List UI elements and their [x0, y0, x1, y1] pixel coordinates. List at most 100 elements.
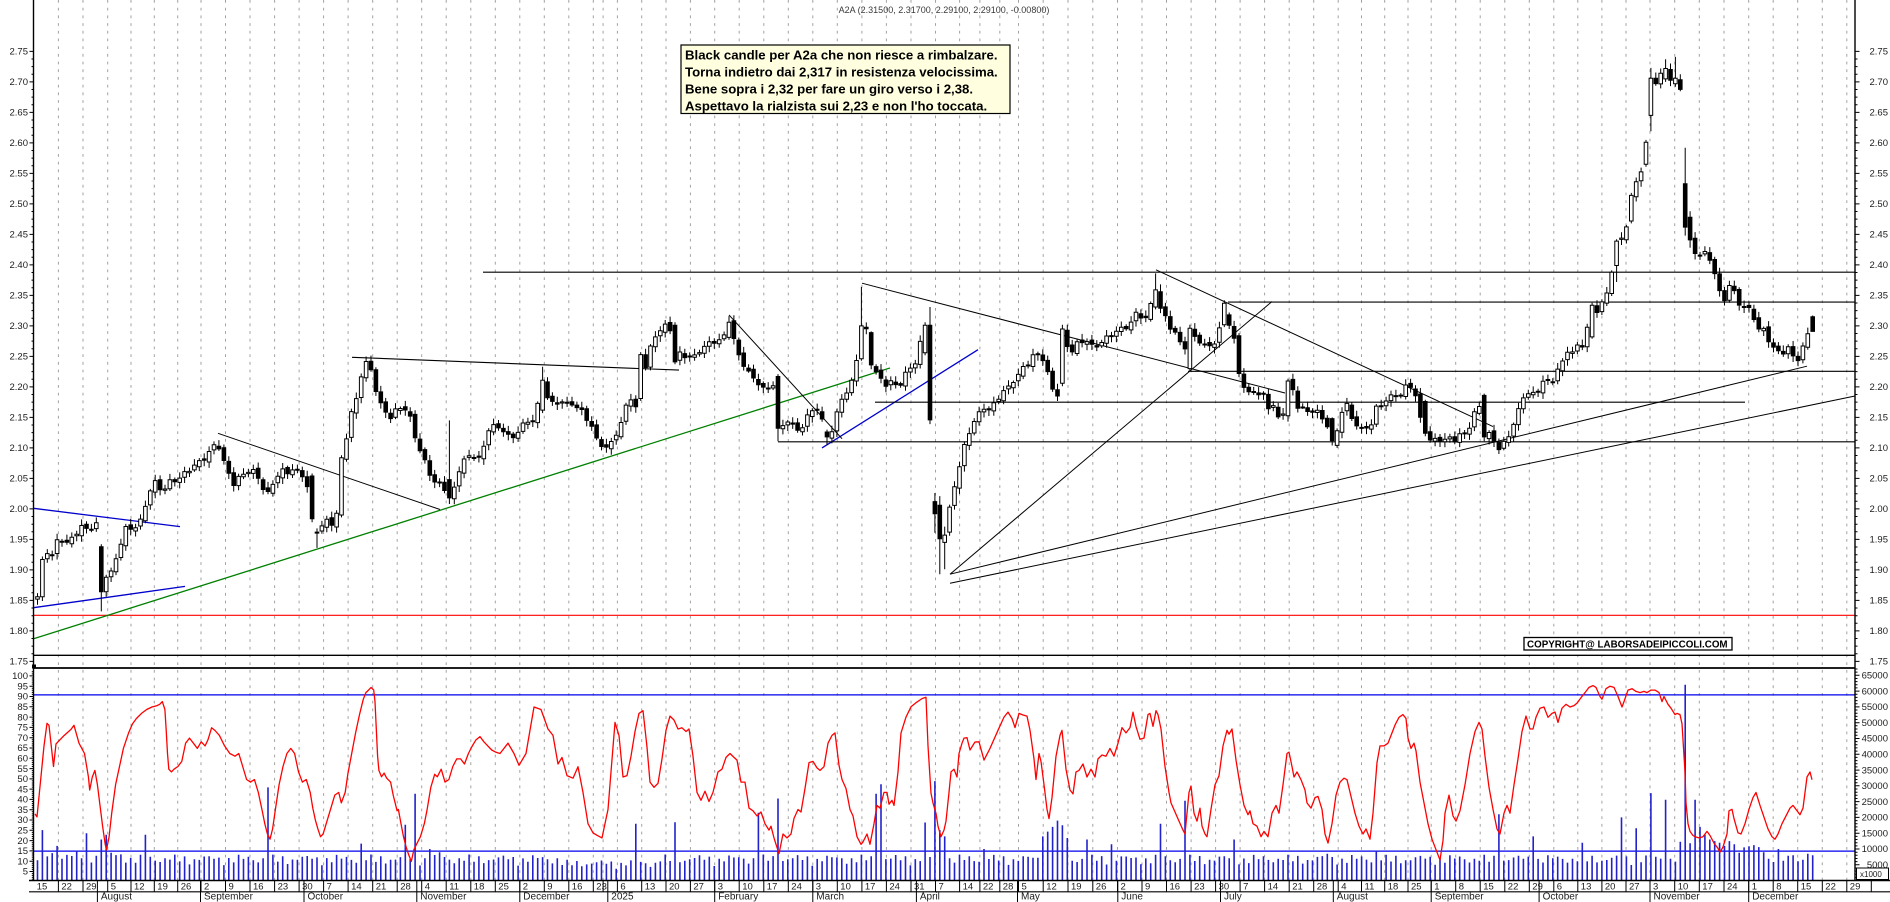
- svg-text:8: 8: [1776, 882, 1781, 893]
- svg-text:November: November: [1654, 892, 1701, 902]
- svg-text:3: 3: [718, 882, 723, 893]
- svg-text:22: 22: [61, 882, 72, 893]
- svg-text:17: 17: [767, 882, 778, 893]
- svg-text:95: 95: [17, 681, 28, 692]
- svg-text:45: 45: [17, 784, 28, 795]
- svg-text:2.65: 2.65: [1870, 108, 1889, 119]
- svg-text:18: 18: [1388, 882, 1399, 893]
- svg-text:26: 26: [1096, 882, 1107, 893]
- svg-text:80: 80: [17, 712, 28, 723]
- svg-text:13: 13: [645, 882, 656, 893]
- svg-text:November: November: [420, 892, 467, 902]
- svg-text:21: 21: [376, 882, 387, 893]
- svg-text:20: 20: [1605, 882, 1616, 893]
- svg-text:90: 90: [17, 692, 28, 703]
- svg-text:x1000: x1000: [1860, 870, 1882, 879]
- svg-text:1.95: 1.95: [10, 535, 29, 546]
- svg-text:65000: 65000: [1862, 671, 1888, 682]
- svg-text:24: 24: [889, 882, 900, 893]
- svg-text:40000: 40000: [1862, 750, 1888, 761]
- svg-text:15: 15: [1483, 882, 1494, 893]
- svg-text:3: 3: [816, 882, 821, 893]
- svg-text:2: 2: [204, 882, 209, 893]
- svg-text:40: 40: [17, 795, 28, 806]
- svg-text:June: June: [1121, 892, 1143, 902]
- svg-text:30000: 30000: [1862, 781, 1888, 792]
- svg-text:18: 18: [474, 882, 485, 893]
- svg-text:May: May: [1021, 892, 1040, 902]
- svg-text:7: 7: [1243, 882, 1248, 893]
- svg-text:55000: 55000: [1862, 702, 1888, 713]
- svg-text:December: December: [1752, 892, 1799, 902]
- svg-text:16: 16: [1170, 882, 1181, 893]
- svg-text:12: 12: [1046, 882, 1057, 893]
- svg-text:2.75: 2.75: [1870, 47, 1889, 58]
- svg-text:2.50: 2.50: [10, 199, 29, 210]
- svg-text:25000: 25000: [1862, 797, 1888, 808]
- svg-text:13: 13: [1581, 882, 1592, 893]
- svg-text:26: 26: [181, 882, 192, 893]
- svg-text:2025: 2025: [611, 892, 634, 902]
- svg-text:20000: 20000: [1862, 813, 1888, 824]
- svg-text:19: 19: [1071, 882, 1082, 893]
- svg-text:45000: 45000: [1862, 734, 1888, 745]
- svg-text:14: 14: [963, 882, 974, 893]
- svg-text:2.15: 2.15: [10, 413, 29, 424]
- svg-text:16: 16: [253, 882, 264, 893]
- svg-text:1.90: 1.90: [10, 565, 29, 576]
- svg-text:21: 21: [1292, 882, 1303, 893]
- svg-text:29: 29: [1532, 882, 1543, 893]
- svg-text:2.60: 2.60: [1870, 138, 1889, 149]
- svg-text:10: 10: [1678, 882, 1689, 893]
- svg-text:Torna indietro dai 2,317 in re: Torna indietro dai 2,317 in resistenza v…: [685, 65, 998, 80]
- svg-text:April: April: [920, 892, 940, 902]
- svg-text:30: 30: [1219, 882, 1230, 893]
- svg-text:75: 75: [17, 723, 28, 734]
- svg-text:2.05: 2.05: [10, 474, 29, 485]
- svg-text:2.25: 2.25: [1870, 352, 1889, 363]
- svg-text:50000: 50000: [1862, 718, 1888, 729]
- svg-text:1.75: 1.75: [10, 657, 29, 668]
- svg-text:2.00: 2.00: [10, 504, 29, 515]
- svg-text:3: 3: [1653, 882, 1658, 893]
- svg-text:20: 20: [17, 836, 28, 847]
- svg-text:25: 25: [17, 826, 28, 837]
- svg-text:1.80: 1.80: [1870, 626, 1889, 637]
- svg-text:A2A (2.31500, 2.31700, 2.29100: A2A (2.31500, 2.31700, 2.29100, 2.29100,…: [839, 5, 1050, 15]
- svg-text:July: July: [1224, 892, 1242, 902]
- svg-text:30: 30: [17, 815, 28, 826]
- svg-text:85: 85: [17, 702, 28, 713]
- svg-text:2.20: 2.20: [1870, 382, 1889, 393]
- svg-text:20: 20: [669, 882, 680, 893]
- svg-text:September: September: [204, 892, 254, 902]
- svg-text:2.75: 2.75: [10, 47, 29, 58]
- svg-text:28: 28: [400, 882, 411, 893]
- svg-text:15000: 15000: [1862, 828, 1888, 839]
- svg-text:2.35: 2.35: [10, 291, 29, 302]
- svg-text:2.00: 2.00: [1870, 504, 1889, 515]
- svg-text:9: 9: [1145, 882, 1150, 893]
- svg-text:1: 1: [1434, 882, 1439, 893]
- svg-text:7: 7: [939, 882, 944, 893]
- svg-text:October: October: [308, 892, 344, 902]
- svg-text:8: 8: [1459, 882, 1464, 893]
- svg-text:COPYRIGHT@ LABORSADEIPICCOLI.C: COPYRIGHT@ LABORSADEIPICCOLI.COM: [1527, 640, 1728, 651]
- svg-text:2.10: 2.10: [10, 443, 29, 454]
- svg-text:23: 23: [1194, 882, 1205, 893]
- svg-text:27: 27: [693, 882, 704, 893]
- svg-text:16: 16: [572, 882, 583, 893]
- svg-text:23: 23: [596, 882, 607, 893]
- svg-text:1.85: 1.85: [10, 596, 29, 607]
- svg-text:2.40: 2.40: [1870, 260, 1889, 271]
- svg-text:27: 27: [1629, 882, 1640, 893]
- svg-text:24: 24: [791, 882, 802, 893]
- svg-text:2.55: 2.55: [10, 169, 29, 180]
- svg-text:1.90: 1.90: [1870, 565, 1889, 576]
- svg-text:17: 17: [865, 882, 876, 893]
- svg-text:1: 1: [1752, 882, 1757, 893]
- svg-text:10: 10: [742, 882, 753, 893]
- svg-text:14: 14: [351, 882, 362, 893]
- svg-text:1.75: 1.75: [1870, 657, 1889, 668]
- svg-text:5: 5: [111, 882, 116, 893]
- svg-text:2.10: 2.10: [1870, 443, 1889, 454]
